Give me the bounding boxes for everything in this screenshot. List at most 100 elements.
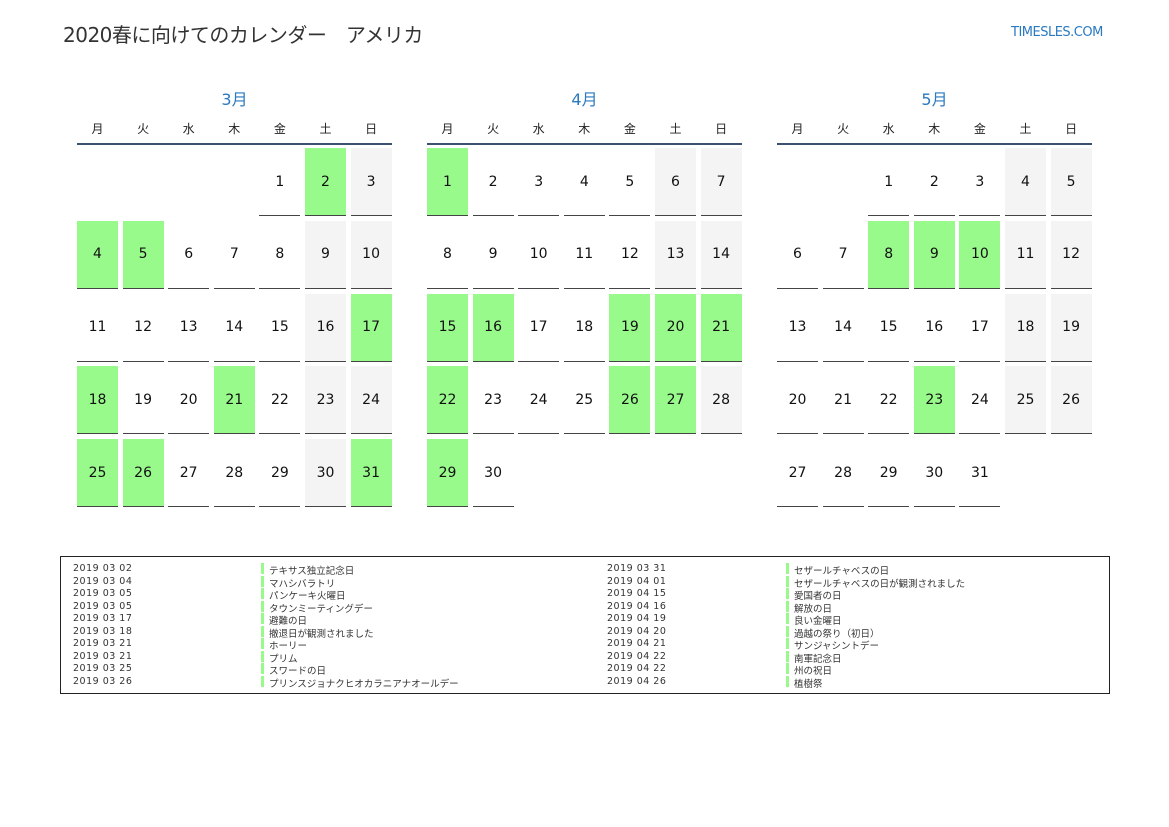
- day-cell[interactable]: 4: [77, 220, 118, 289]
- day-cell[interactable]: 21: [700, 293, 742, 362]
- day-cell[interactable]: 12: [122, 294, 164, 362]
- day-cell[interactable]: 17: [959, 294, 1001, 362]
- holiday-marker: [261, 588, 264, 600]
- day-cell[interactable]: 7: [213, 221, 255, 289]
- day-cell[interactable]: 12: [1050, 220, 1092, 289]
- day-cell[interactable]: 29: [427, 439, 468, 508]
- day-cell[interactable]: 21: [822, 366, 864, 435]
- day-cell[interactable]: 16: [472, 293, 514, 362]
- day-cell[interactable]: 7: [822, 221, 864, 289]
- day-cell[interactable]: 16: [913, 294, 955, 362]
- day-cell[interactable]: 10: [959, 220, 1001, 289]
- day-cell[interactable]: 20: [168, 366, 210, 435]
- day-cell[interactable]: 31: [959, 439, 1001, 508]
- day-cell[interactable]: 24: [959, 366, 1001, 435]
- weekday-label: 月: [441, 122, 454, 136]
- day-cell[interactable]: 13: [655, 220, 696, 289]
- day-cell[interactable]: 6: [655, 148, 696, 216]
- day-cell[interactable]: 26: [609, 366, 651, 435]
- day-cell[interactable]: 27: [655, 366, 696, 435]
- day-cell[interactable]: 1: [259, 148, 301, 216]
- day-cell[interactable]: 18: [1005, 293, 1046, 362]
- day-cell[interactable]: 2: [913, 148, 955, 216]
- day-cell[interactable]: 25: [1005, 366, 1046, 435]
- day-cell[interactable]: 17: [350, 293, 392, 362]
- day-cell[interactable]: 19: [609, 293, 651, 362]
- day-cell[interactable]: 2: [305, 148, 346, 216]
- day-cell[interactable]: 8: [259, 221, 301, 289]
- day-cell[interactable]: 14: [822, 294, 864, 362]
- day-cell[interactable]: 5: [122, 220, 164, 289]
- brand-link[interactable]: TIMESLES.COM: [1011, 25, 1103, 40]
- holiday-date: 2019 03 17: [73, 613, 133, 625]
- day-cell[interactable]: 22: [259, 366, 301, 435]
- day-cell[interactable]: 26: [122, 439, 164, 508]
- day-cell[interactable]: 25: [563, 366, 605, 435]
- day-cell[interactable]: 10: [350, 220, 392, 289]
- day-cell[interactable]: 1: [868, 148, 910, 216]
- day-cell[interactable]: 7: [700, 148, 742, 216]
- weekday-header: 月火水木金土日: [777, 118, 1092, 145]
- day-cell[interactable]: 24: [518, 366, 560, 435]
- day-cell[interactable]: 31: [350, 439, 392, 508]
- day-cell[interactable]: 30: [472, 439, 514, 508]
- day-cell[interactable]: 9: [472, 221, 514, 289]
- day-cell[interactable]: 27: [777, 439, 818, 508]
- day-cell[interactable]: 28: [700, 366, 742, 435]
- day-cell[interactable]: 15: [427, 293, 468, 362]
- day-cell[interactable]: 3: [518, 148, 560, 216]
- day-cell[interactable]: 16: [305, 293, 346, 362]
- day-cell[interactable]: 3: [350, 148, 392, 216]
- page-title: 2020春に向けてのカレンダー アメリカ: [63, 23, 423, 47]
- day-cell[interactable]: 19: [1050, 293, 1092, 362]
- day-cell[interactable]: 14: [213, 294, 255, 362]
- day-cell[interactable]: 13: [168, 294, 210, 362]
- day-cell[interactable]: 11: [77, 294, 118, 362]
- day-cell[interactable]: 6: [168, 221, 210, 289]
- day-cell[interactable]: 14: [700, 220, 742, 289]
- day-cell[interactable]: 19: [122, 366, 164, 435]
- day-cell[interactable]: 15: [868, 294, 910, 362]
- day-cell[interactable]: 5: [609, 148, 651, 216]
- day-cell[interactable]: 20: [655, 293, 696, 362]
- day-cell[interactable]: 18: [77, 366, 118, 435]
- day-cell[interactable]: 8: [427, 221, 468, 289]
- day-cell[interactable]: 23: [913, 366, 955, 435]
- day-cell[interactable]: 21: [213, 366, 255, 435]
- day-cell[interactable]: 17: [518, 294, 560, 362]
- holiday-name: 撤退日が観測されました: [269, 628, 374, 640]
- day-cell[interactable]: 30: [305, 439, 346, 508]
- day-cell[interactable]: 4: [563, 148, 605, 216]
- day-cell[interactable]: 10: [518, 221, 560, 289]
- day-cell[interactable]: 1: [427, 148, 468, 216]
- day-cell[interactable]: 11: [1005, 220, 1046, 289]
- day-cell[interactable]: 28: [822, 439, 864, 508]
- day-cell[interactable]: 24: [350, 366, 392, 435]
- day-cell[interactable]: 9: [913, 220, 955, 289]
- day-cell[interactable]: 2: [472, 148, 514, 216]
- day-cell[interactable]: 11: [563, 221, 605, 289]
- day-cell[interactable]: 23: [305, 366, 346, 435]
- day-cell[interactable]: 29: [259, 439, 301, 508]
- holiday-name: 州の祝日: [794, 666, 833, 678]
- day-cell[interactable]: 5: [1050, 148, 1092, 216]
- day-cell[interactable]: 28: [213, 439, 255, 508]
- day-cell[interactable]: 29: [868, 439, 910, 508]
- day-cell[interactable]: 22: [427, 366, 468, 435]
- day-cell[interactable]: 30: [913, 439, 955, 508]
- day-cell[interactable]: 15: [259, 294, 301, 362]
- day-cell[interactable]: 13: [777, 294, 818, 362]
- day-cell[interactable]: 26: [1050, 366, 1092, 435]
- day-cell[interactable]: 18: [563, 294, 605, 362]
- day-cell[interactable]: 3: [959, 148, 1001, 216]
- day-cell[interactable]: 6: [777, 221, 818, 289]
- day-cell[interactable]: 4: [1005, 148, 1046, 216]
- day-cell[interactable]: 23: [472, 366, 514, 435]
- day-cell[interactable]: 27: [168, 439, 210, 508]
- day-cell[interactable]: 9: [305, 220, 346, 289]
- day-cell[interactable]: 12: [609, 221, 651, 289]
- day-cell[interactable]: 8: [868, 220, 910, 289]
- day-cell[interactable]: 22: [868, 366, 910, 435]
- day-cell[interactable]: 20: [777, 366, 818, 435]
- day-cell[interactable]: 25: [77, 439, 118, 508]
